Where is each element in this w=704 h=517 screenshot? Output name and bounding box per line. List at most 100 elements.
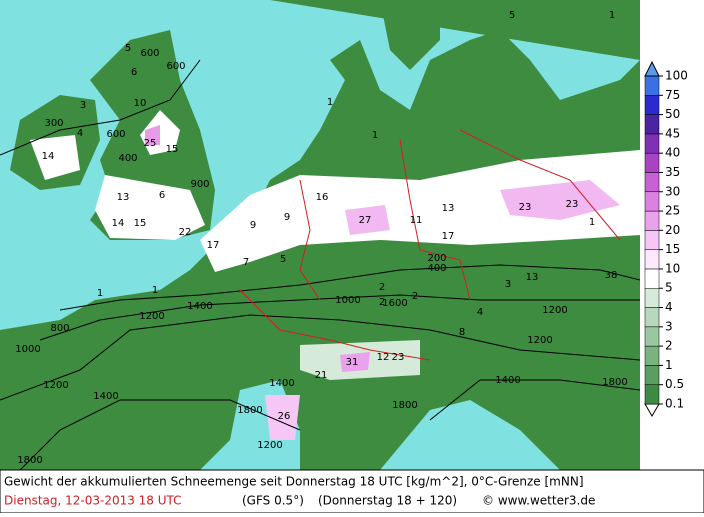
map-label: 1200: [139, 311, 164, 322]
map-label: 26: [278, 411, 291, 422]
map-label: 6: [131, 67, 137, 78]
map-label: 1400: [495, 375, 520, 386]
map-label: 600: [140, 48, 159, 59]
map-label: 5: [509, 10, 515, 21]
legend-band: [644, 191, 660, 212]
map-label: 5: [125, 43, 131, 54]
snow-area: [95, 175, 205, 240]
map-label: 15: [134, 218, 147, 229]
map-label: 16: [316, 192, 329, 203]
map-label: 1: [97, 288, 103, 299]
map-label: 4: [77, 128, 83, 139]
map-label: 1: [589, 217, 595, 228]
legend-band: [644, 287, 660, 308]
map-label: 21: [315, 370, 328, 381]
legend-label: 25: [665, 204, 680, 218]
legend-band: [644, 384, 660, 405]
map-label: 900: [190, 179, 209, 190]
map-label: 1800: [392, 400, 417, 411]
map-label: 14: [112, 218, 125, 229]
map-label: 17: [442, 231, 455, 242]
legend-label: 3: [665, 319, 673, 333]
snow-band: [200, 150, 640, 272]
legend-band: [644, 307, 660, 328]
map-label: 13: [526, 272, 539, 283]
map-label: 1600: [382, 298, 407, 309]
map-label: 1800: [17, 455, 42, 466]
map-label: 3: [80, 100, 86, 111]
map-label: 200: [427, 253, 446, 264]
map-label: 1000: [335, 295, 360, 306]
footer-credit: © www.wetter3.de: [482, 494, 595, 508]
map-label: 1800: [602, 377, 627, 388]
map-label: 1: [152, 285, 158, 296]
map-label: 400: [427, 263, 446, 274]
legend-label: 5: [665, 281, 673, 295]
map-label: 1000: [15, 344, 40, 355]
legend-band: [644, 249, 660, 270]
map-label: 9: [284, 212, 290, 223]
footer-description: Gewicht der akkumulierten Schneemenge se…: [4, 475, 584, 489]
map-label: 13: [442, 203, 455, 214]
map-label: 38: [605, 270, 618, 281]
legend-label: 50: [665, 107, 680, 121]
legend-band: [644, 230, 660, 250]
snow-heavy: [500, 180, 620, 220]
map-label: 2: [379, 297, 385, 308]
map-label: 1200: [527, 335, 552, 346]
legend-label: 2: [665, 339, 673, 353]
map-label: 1: [327, 97, 333, 108]
snow-area: [30, 135, 80, 180]
map-label: 14: [42, 151, 55, 162]
legend-label: 75: [665, 88, 680, 102]
map-label: 3: [505, 279, 511, 290]
legend-label: 1: [665, 358, 673, 372]
legend-label: 20: [665, 223, 680, 237]
map-label: 23: [392, 352, 405, 363]
legend-band: [644, 172, 660, 193]
map-label: 23: [519, 202, 532, 213]
map-label: 800: [50, 323, 69, 334]
map-label: 600: [166, 61, 185, 72]
footer: [0, 469, 704, 514]
legend-label: 15: [665, 242, 680, 256]
map-label: 27: [359, 215, 372, 226]
map-label: 1: [372, 130, 378, 141]
legend-band: [644, 365, 660, 385]
map-label: 6: [159, 190, 165, 201]
map-label: 1200: [257, 440, 282, 451]
map-label: 13: [117, 192, 130, 203]
legend-label: 35: [665, 165, 680, 179]
map-label: 1400: [269, 378, 294, 389]
snow-heavy: [340, 352, 370, 372]
contours: [0, 59, 641, 471]
legend-label: 0.5: [665, 377, 684, 391]
map-label: 1400: [93, 391, 118, 402]
map-label: 25: [144, 138, 157, 149]
map-label: 31: [346, 357, 359, 368]
legend-arrow: [644, 60, 660, 77]
map-label: 17: [207, 240, 220, 251]
map-label: 9: [250, 220, 256, 231]
snow-area: [265, 395, 300, 440]
map-label: 23: [566, 199, 579, 210]
map-label: 1200: [542, 305, 567, 316]
legend-band: [644, 345, 660, 366]
map-label: 5: [280, 254, 286, 265]
map-label: 4: [477, 307, 483, 318]
legend-band: [644, 326, 660, 347]
map-label: 400: [118, 153, 137, 164]
legend-label: 100: [665, 69, 688, 83]
footer-run: (Donnerstag 18 + 120): [318, 494, 457, 508]
map-label: 1400: [187, 301, 212, 312]
map-label: 2: [379, 282, 385, 293]
legend-band: [644, 95, 660, 115]
legend-label: 0.1: [665, 397, 684, 411]
legend-label: 30: [665, 184, 680, 198]
legend-band: [644, 210, 660, 231]
map-label: 600: [106, 129, 125, 140]
legend-label: 10: [665, 261, 680, 275]
map-label: 11: [410, 215, 423, 226]
map-label: 1800: [237, 405, 262, 416]
